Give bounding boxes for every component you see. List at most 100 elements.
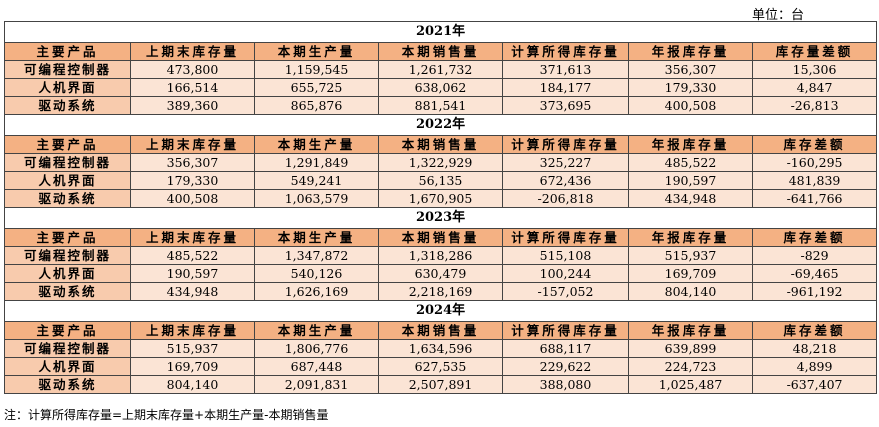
table-cell: 804,140 [130, 375, 255, 394]
column-header: 上期末库存量 [130, 228, 255, 247]
table-cell: 1,318,286 [378, 246, 503, 265]
table-cell: 881,541 [378, 96, 503, 115]
table-cell: 56,135 [378, 171, 503, 190]
column-header: 年报库存量 [628, 42, 753, 61]
table-row: 驱动系统 804,140 2,091,831 2,507,891 388,080 1,02… [4, 375, 878, 394]
column-header: 库存差额 [751, 321, 878, 340]
table-cell: 2,091,831 [254, 375, 379, 394]
table-cell: 4,899 [751, 357, 878, 376]
table-cell: 515,937 [130, 339, 255, 358]
table-cell: 4,847 [751, 78, 878, 97]
table-cell: 48,218 [751, 339, 878, 358]
year-title: 2022年 [3, 114, 878, 136]
table-cell: 804,140 [628, 282, 753, 301]
table-cell: 166,514 [130, 78, 255, 97]
column-header: 本期销售量 [378, 135, 503, 154]
product-name: 人机界面 [4, 171, 131, 190]
table-cell: 434,948 [130, 282, 255, 301]
header-row: 主要产品 上期末库存量 本期生产量 本期销售量 计算所得库存量 年报库存量 库存差额 [4, 228, 878, 247]
product-name: 驱动系统 [4, 96, 131, 115]
table-cell: -26,813 [751, 96, 878, 115]
product-name: 可编程控制器 [4, 153, 131, 172]
table-cell: 1,347,872 [254, 246, 379, 265]
table-cell: 638,062 [378, 78, 503, 97]
column-header: 计算所得库存量 [502, 228, 629, 247]
table-cell: 473,800 [130, 60, 255, 79]
product-name: 人机界面 [4, 78, 131, 97]
column-header: 本期生产量 [254, 135, 379, 154]
table-cell: -637,407 [751, 375, 878, 394]
table-row: 驱动系统 389,360 865,876 881,541 373,695 400,508-… [4, 96, 878, 115]
table-cell: 1,634,596 [378, 339, 503, 358]
column-header: 上期末库存量 [130, 135, 255, 154]
column-header: 主要产品 [4, 42, 131, 61]
table-row: 可编程控制器 485,522 1,347,872 1,318,286 515,108 51… [4, 246, 878, 265]
column-header: 库存量差额 [751, 42, 878, 61]
product-name: 驱动系统 [4, 282, 131, 301]
table-cell: 1,291,849 [254, 153, 379, 172]
column-header: 上期末库存量 [130, 42, 255, 61]
table-cell: 356,307 [130, 153, 255, 172]
product-name: 驱动系统 [4, 189, 131, 208]
year-row: 2023年 [3, 207, 878, 229]
table-cell: -69,465 [751, 264, 878, 283]
table-cell: 169,709 [628, 264, 753, 283]
table-cell: 1,626,169 [254, 282, 379, 301]
table-cell: 179,330 [628, 78, 753, 97]
product-name: 可编程控制器 [4, 246, 131, 265]
table-cell: 179,330 [130, 171, 255, 190]
product-name: 驱动系统 [4, 375, 131, 394]
table-cell: 1,670,905 [378, 189, 503, 208]
table-cell: 485,522 [130, 246, 255, 265]
table-cell: 688,117 [502, 339, 629, 358]
table-cell: 865,876 [254, 96, 379, 115]
table-cell: 434,948 [628, 189, 753, 208]
table-cell: 2,218,169 [378, 282, 503, 301]
unit-label: 单位：台 [752, 8, 805, 23]
column-header: 本期生产量 [254, 228, 379, 247]
column-header: 本期销售量 [378, 228, 503, 247]
table-cell: -157,052 [502, 282, 629, 301]
column-header: 年报库存量 [628, 135, 753, 154]
column-header: 计算所得库存量 [502, 321, 629, 340]
table-cell: 356,307 [628, 60, 753, 79]
table-cell: 515,108 [502, 246, 629, 265]
table-cell: 1,025,487 [628, 375, 753, 394]
table-cell: 100,244 [502, 264, 629, 283]
table-row: 人机界面 179,330 549,241 56,135 672,436 190,597 48… [4, 171, 878, 190]
table-cell: 687,448 [254, 357, 379, 376]
table-cell: -206,818 [502, 189, 629, 208]
table-cell: 388,080 [502, 375, 629, 394]
product-name: 人机界面 [4, 357, 131, 376]
table-cell: 627,535 [378, 357, 503, 376]
table-row: 驱动系统 434,948 1,626,169 2,218,169 -157,052 804… [4, 282, 878, 301]
column-header: 主要产品 [4, 135, 131, 154]
table-cell: 630,479 [378, 264, 503, 283]
table-cell: 400,508 [130, 189, 255, 208]
year-row: 2021年 [3, 21, 878, 43]
column-header: 计算所得库存量 [502, 42, 629, 61]
inventory-table-body: 2021年 主要产品 上期末库存量 本期生产量 本期销售量 计算所得库存量 年报库存量 库存量… [3, 21, 878, 394]
column-header: 本期生产量 [254, 321, 379, 340]
column-header: 主要产品 [4, 228, 131, 247]
table-cell: 190,597 [130, 264, 255, 283]
year-title: 2024年 [3, 300, 878, 322]
table-cell: 2,507,891 [378, 375, 503, 394]
table-row: 人机界面 166,514 655,725 638,062 184,177 179,330 4… [4, 78, 878, 97]
header-row: 主要产品 上期末库存量 本期生产量 本期销售量 计算所得库存量 年报库存量 库存差额 [4, 321, 878, 340]
table-row: 人机界面 169,709 687,448 627,535 229,622 224,723 4… [4, 357, 878, 376]
column-header: 库存差额 [751, 228, 878, 247]
table-cell: 1,063,579 [254, 189, 379, 208]
table-cell: 549,241 [254, 171, 379, 190]
table-cell: -160,295 [751, 153, 878, 172]
inventory-table: 2021年 主要产品 上期末库存量 本期生产量 本期销售量 计算所得库存量 年报库存量 库存量… [3, 21, 878, 394]
column-header: 年报库存量 [628, 321, 753, 340]
column-header: 库存差额 [751, 135, 878, 154]
table-cell: 639,899 [628, 339, 753, 358]
table-cell: -961,192 [751, 282, 878, 301]
table-cell: -641,766 [751, 189, 878, 208]
table-cell: 672,436 [502, 171, 629, 190]
table-cell: 515,937 [628, 246, 753, 265]
column-header: 上期末库存量 [130, 321, 255, 340]
table-cell: 229,622 [502, 357, 629, 376]
